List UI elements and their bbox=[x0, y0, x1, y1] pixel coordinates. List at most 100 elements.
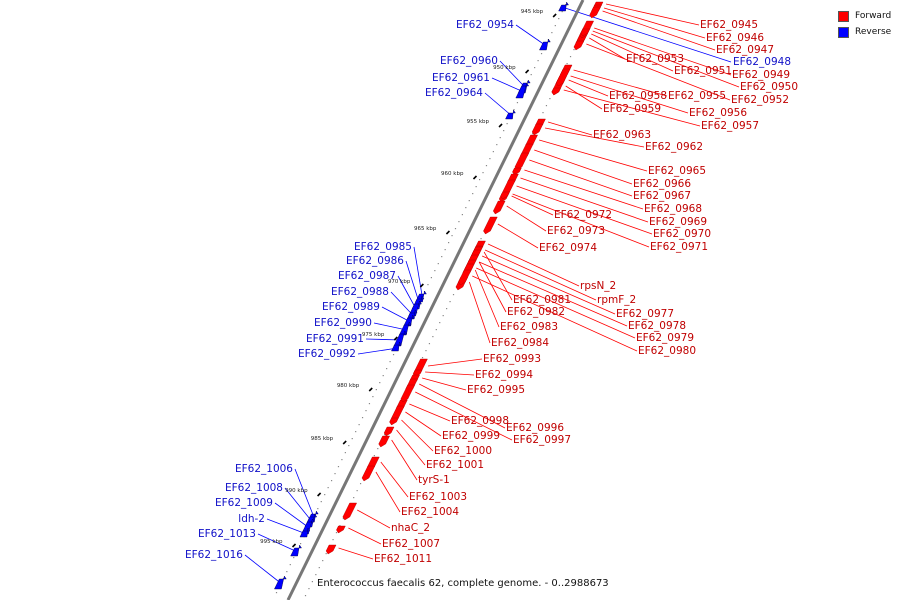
forward-gene-label[interactable]: EF62_0947 bbox=[716, 44, 774, 56]
forward-gene-label[interactable]: EF62_0946 bbox=[706, 32, 764, 44]
forward-gene-label[interactable]: EF62_0958 bbox=[609, 90, 667, 102]
reverse-gene-label[interactable]: EF62_0987 bbox=[338, 270, 396, 282]
forward-gene-label[interactable]: EF62_0994 bbox=[475, 369, 533, 381]
reverse-gene[interactable] bbox=[290, 544, 302, 557]
reverse-gene-label[interactable]: EF62_1013 bbox=[198, 528, 256, 540]
tick-mark bbox=[368, 387, 373, 392]
forward-gene-label[interactable]: EF62_0967 bbox=[633, 190, 691, 202]
forward-gene-label[interactable]: EF62_0949 bbox=[732, 69, 790, 81]
forward-gene-label[interactable]: nhaC_2 bbox=[391, 522, 430, 534]
forward-gene-label[interactable]: EF62_0980 bbox=[638, 345, 696, 357]
forward-gene-label[interactable]: EF62_1007 bbox=[382, 538, 440, 550]
reverse-gene-label[interactable]: EF62_1008 bbox=[225, 482, 283, 494]
reverse-gene-label[interactable]: EF62_0954 bbox=[456, 19, 514, 31]
forward-gene-label[interactable]: EF62_1003 bbox=[409, 491, 467, 503]
forward-gene-label[interactable]: rpmF_2 bbox=[597, 294, 636, 306]
forward-gene[interactable] bbox=[551, 87, 562, 96]
forward-gene-label[interactable]: EF62_0951 bbox=[674, 65, 732, 77]
forward-gene[interactable] bbox=[514, 152, 530, 171]
forward-gene[interactable] bbox=[589, 6, 601, 19]
forward-gene[interactable] bbox=[336, 525, 346, 534]
forward-gene[interactable] bbox=[580, 28, 591, 37]
reverse-gene[interactable] bbox=[515, 82, 530, 99]
reverse-gene-label[interactable]: EF62_0985 bbox=[354, 241, 412, 253]
forward-gene-label[interactable]: EF62_0965 bbox=[648, 165, 706, 177]
reverse-gene[interactable] bbox=[299, 527, 311, 538]
forward-gene[interactable] bbox=[493, 200, 506, 215]
reverse-gene[interactable] bbox=[391, 341, 402, 352]
forward-gene-label[interactable]: EF62_0952 bbox=[731, 94, 789, 106]
forward-gene-label[interactable]: EF62_0955 bbox=[668, 90, 726, 102]
forward-gene-label[interactable]: EF62_1011 bbox=[374, 553, 432, 565]
forward-gene-label[interactable]: EF62_0945 bbox=[700, 19, 758, 31]
reverse-gene-label[interactable]: EF62_0991 bbox=[306, 333, 364, 345]
track-dot bbox=[286, 571, 288, 573]
forward-gene-label[interactable]: EF62_0963 bbox=[593, 129, 651, 141]
forward-gene-label[interactable]: EF62_0984 bbox=[491, 337, 549, 349]
forward-gene-label[interactable]: EF62_0997 bbox=[513, 434, 571, 446]
reverse-gene-label[interactable]: ldh-2 bbox=[238, 513, 265, 525]
forward-gene-label[interactable]: EF62_0999 bbox=[442, 430, 500, 442]
forward-gene-label[interactable]: EF62_0966 bbox=[633, 178, 691, 190]
forward-gene-label[interactable]: EF62_1004 bbox=[401, 506, 459, 518]
forward-gene[interactable] bbox=[342, 502, 357, 521]
forward-gene-label[interactable]: EF62_0998 bbox=[451, 415, 509, 427]
forward-gene[interactable] bbox=[483, 216, 498, 235]
forward-gene[interactable] bbox=[383, 426, 395, 437]
forward-gene-label[interactable]: EF62_0971 bbox=[650, 241, 708, 253]
forward-gene-label[interactable]: EF62_0969 bbox=[649, 216, 707, 228]
reverse-gene-label[interactable]: EF62_1006 bbox=[235, 463, 293, 475]
forward-gene-label[interactable]: EF62_0959 bbox=[603, 103, 661, 115]
forward-gene[interactable] bbox=[389, 417, 399, 426]
reverse-gene-label[interactable]: EF62_0948 bbox=[733, 56, 791, 68]
reverse-gene[interactable] bbox=[274, 575, 287, 590]
leader-line bbox=[257, 533, 298, 553]
forward-gene-label[interactable]: EF62_0953 bbox=[626, 53, 684, 65]
forward-gene-label[interactable]: EF62_0977 bbox=[616, 308, 674, 320]
forward-gene-label[interactable]: EF62_0996 bbox=[506, 422, 564, 434]
reverse-gene-label[interactable]: EF62_0988 bbox=[331, 286, 389, 298]
forward-gene-label[interactable]: EF62_0968 bbox=[644, 203, 702, 215]
forward-gene[interactable] bbox=[325, 544, 337, 555]
forward-gene-label[interactable]: EF62_0982 bbox=[507, 306, 565, 318]
forward-gene[interactable] bbox=[361, 465, 376, 482]
forward-gene-label[interactable]: EF62_1001 bbox=[426, 459, 484, 471]
forward-gene[interactable] bbox=[573, 40, 585, 51]
reverse-gene-label[interactable]: EF62_0992 bbox=[298, 348, 356, 360]
reverse-gene-label[interactable]: EF62_1016 bbox=[185, 549, 243, 561]
reverse-gene-label[interactable]: EF62_0989 bbox=[322, 301, 380, 313]
reverse-gene[interactable] bbox=[558, 1, 569, 12]
reverse-gene-label[interactable]: EF62_0960 bbox=[440, 55, 498, 67]
reverse-gene[interactable] bbox=[505, 109, 516, 120]
forward-gene-label[interactable]: EF62_0995 bbox=[467, 384, 525, 396]
forward-gene-label[interactable]: EF62_0974 bbox=[539, 242, 597, 254]
forward-gene[interactable] bbox=[378, 435, 390, 448]
reverse-gene-label[interactable]: EF62_0961 bbox=[432, 72, 490, 84]
forward-gene-label[interactable]: EF62_0962 bbox=[645, 141, 703, 153]
forward-gene[interactable] bbox=[512, 167, 522, 176]
forward-gene-label[interactable]: EF62_0973 bbox=[547, 225, 605, 237]
forward-gene-label[interactable]: EF62_0970 bbox=[653, 228, 711, 240]
forward-gene-label[interactable]: EF62_0983 bbox=[500, 321, 558, 333]
reverse-gene-label[interactable]: EF62_0990 bbox=[314, 317, 372, 329]
forward-gene-label[interactable]: EF62_0956 bbox=[689, 107, 747, 119]
forward-gene-label[interactable]: EF62_0993 bbox=[483, 353, 541, 365]
reverse-gene[interactable] bbox=[539, 38, 551, 51]
forward-gene-label[interactable]: EF62_0978 bbox=[628, 320, 686, 332]
forward-gene[interactable] bbox=[555, 68, 571, 87]
forward-gene[interactable] bbox=[500, 191, 510, 200]
forward-gene-label[interactable]: EF62_0979 bbox=[636, 332, 694, 344]
reverse-gene-label[interactable]: EF62_1009 bbox=[215, 497, 273, 509]
forward-gene-label[interactable]: EF62_0957 bbox=[701, 120, 759, 132]
forward-gene[interactable] bbox=[458, 269, 472, 286]
forward-gene-label[interactable]: tyrS-1 bbox=[418, 474, 450, 486]
reverse-gene-label[interactable]: EF62_0964 bbox=[425, 87, 483, 99]
forward-gene-label[interactable]: EF62_0972 bbox=[554, 209, 612, 221]
forward-gene-label[interactable]: rpsN_2 bbox=[580, 280, 616, 292]
forward-gene-label[interactable]: EF62_1000 bbox=[434, 445, 492, 457]
forward-gene[interactable] bbox=[400, 384, 416, 403]
reverse-gene-label[interactable]: EF62_0986 bbox=[346, 255, 404, 267]
forward-gene-label[interactable]: EF62_0981 bbox=[513, 294, 571, 306]
forward-gene-label[interactable]: EF62_0950 bbox=[740, 81, 798, 93]
forward-gene[interactable] bbox=[531, 123, 544, 136]
